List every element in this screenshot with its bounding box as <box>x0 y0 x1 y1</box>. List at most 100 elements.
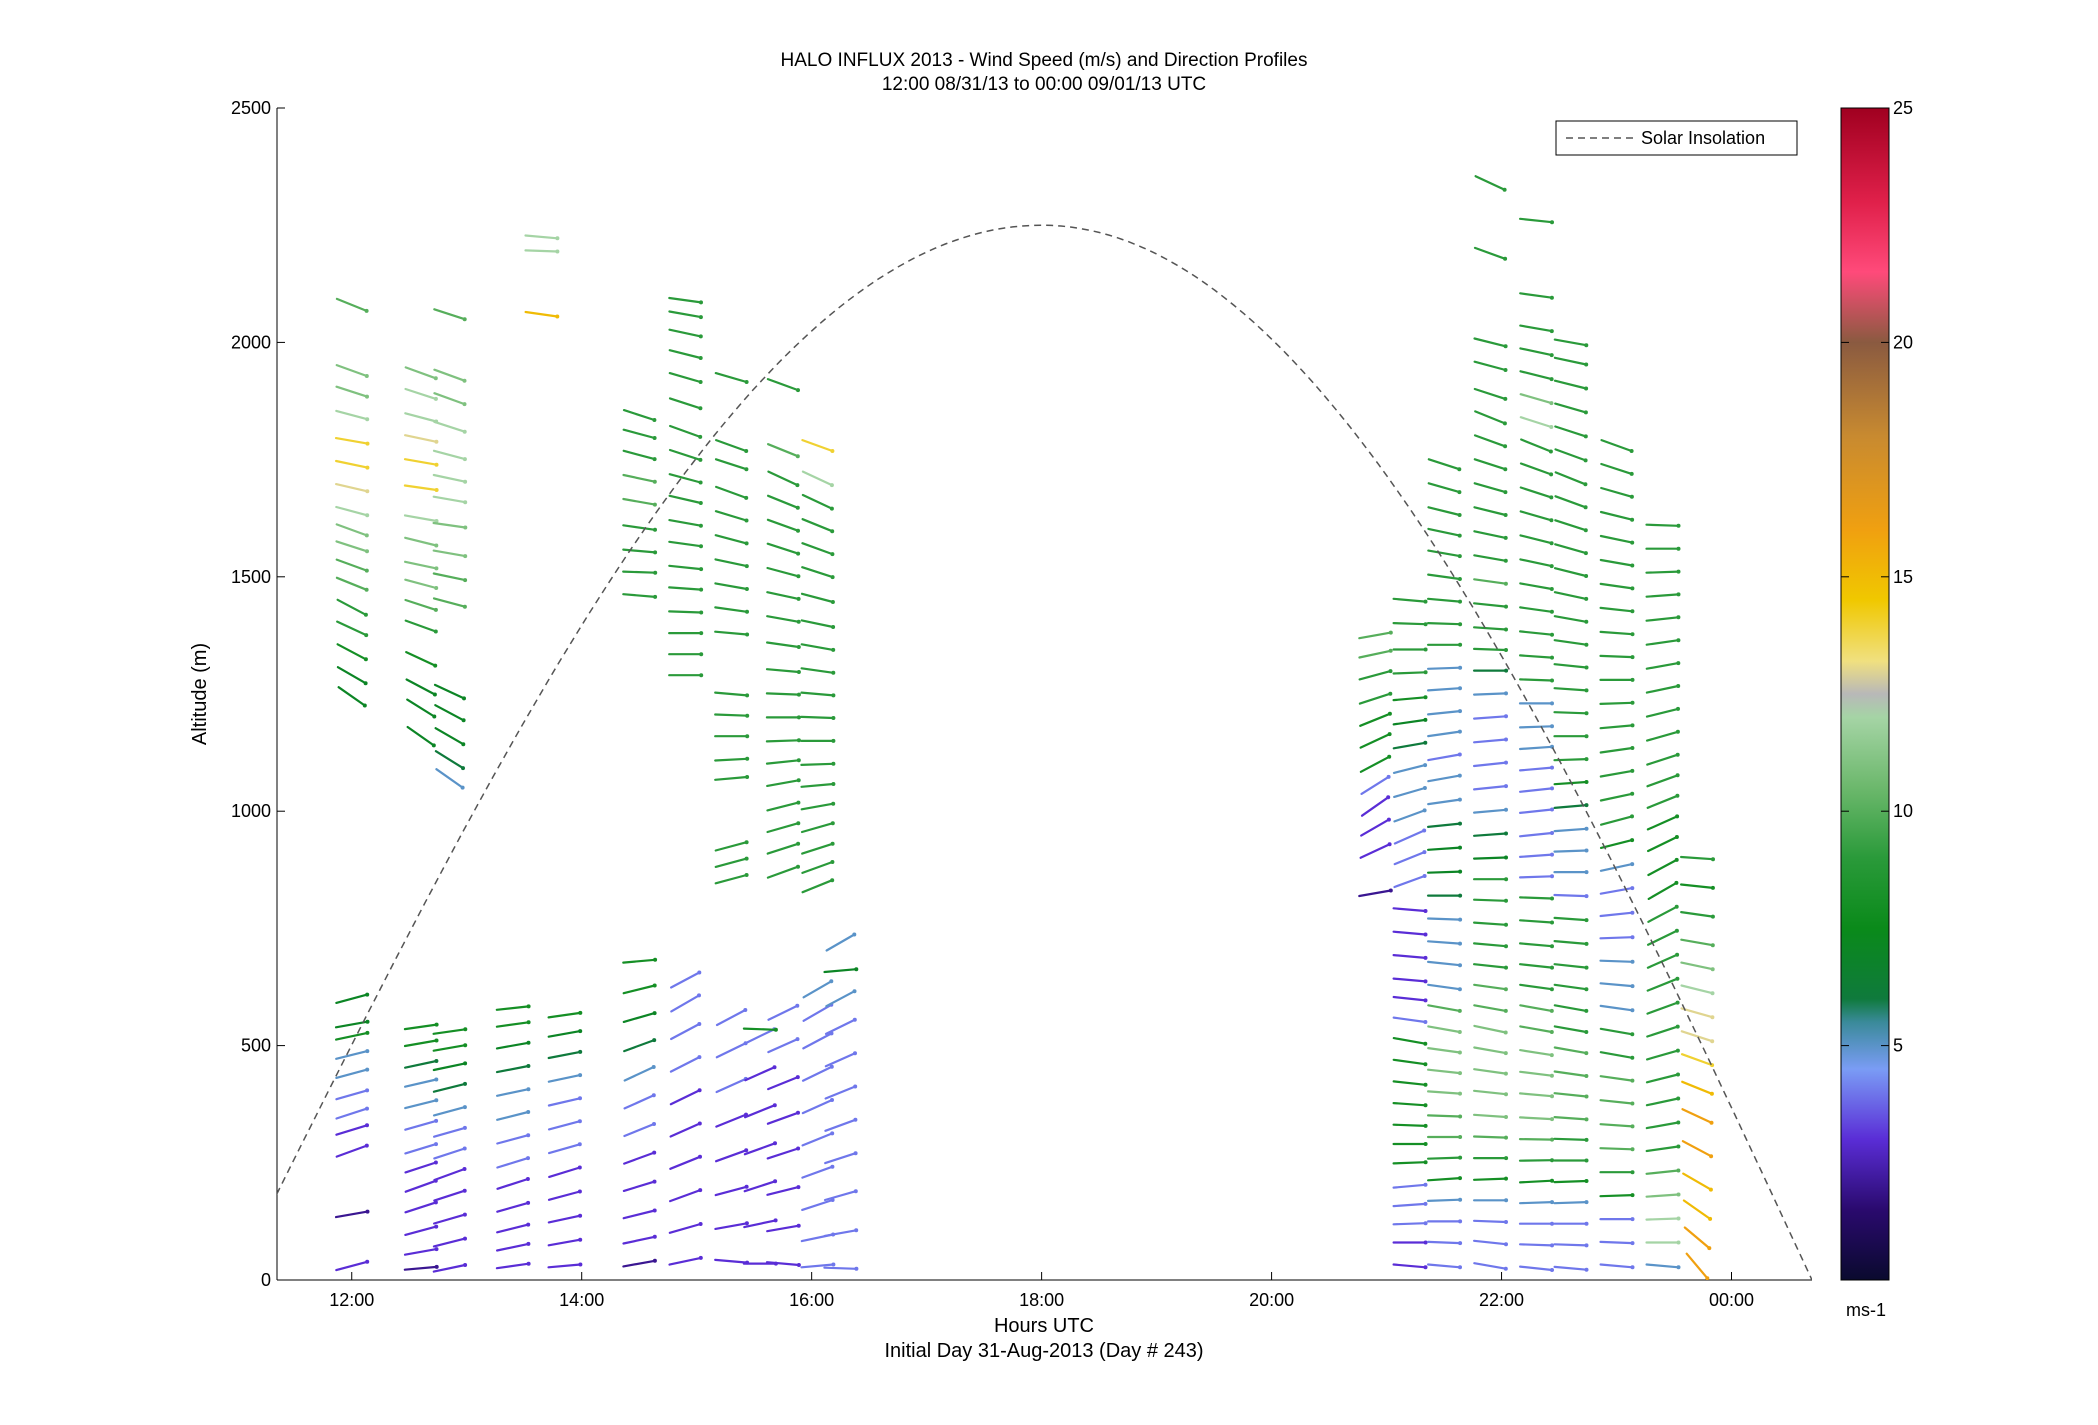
wind-barb <box>766 1223 801 1233</box>
wind-barb <box>1392 1123 1428 1128</box>
colorbar-unit-label: ms-1 <box>1846 1300 1886 1320</box>
wind-barb <box>668 328 703 339</box>
wind-barb <box>668 310 703 320</box>
wind-barb <box>1681 1108 1714 1125</box>
wind-barb <box>766 542 801 556</box>
wind-barb <box>766 378 800 393</box>
wind-barb <box>1680 910 1715 919</box>
wind-barb <box>1472 1176 1508 1181</box>
wind-barb <box>622 428 657 440</box>
wind-barb <box>404 598 438 612</box>
wind-barb <box>668 372 703 384</box>
wind-barb <box>714 691 750 698</box>
wind-barb <box>1518 630 1554 637</box>
wind-barb <box>432 1061 468 1072</box>
wind-barb <box>1392 1221 1428 1226</box>
wind-barb <box>714 458 749 472</box>
wind-barb <box>1473 337 1508 349</box>
wind-barb <box>495 1020 531 1028</box>
wind-barb <box>1553 983 1589 992</box>
wind-barb <box>1645 1048 1680 1061</box>
wind-barb <box>668 652 704 657</box>
wind-barb <box>404 1160 438 1174</box>
wind-barb <box>1472 898 1508 903</box>
wind-barb <box>1553 803 1589 810</box>
wind-barb <box>622 570 658 575</box>
wind-barb <box>1599 1170 1635 1175</box>
wind-barb <box>334 1019 370 1029</box>
x-tick-label: 16:00 <box>789 1290 834 1310</box>
wind-barb <box>766 841 801 855</box>
wind-barb <box>1393 808 1427 823</box>
wind-barb <box>496 1200 531 1213</box>
wind-barb <box>1599 910 1635 918</box>
wind-barb <box>1472 963 1508 970</box>
wind-barb <box>1599 677 1635 682</box>
wind-barb <box>406 725 436 748</box>
wind-barb <box>1426 1135 1463 1139</box>
wind-barb <box>825 932 857 952</box>
wind-barb <box>1553 734 1589 739</box>
wind-barb <box>1472 1156 1509 1161</box>
wind-barb <box>335 992 370 1005</box>
wind-barb <box>1680 984 1715 996</box>
wind-barb <box>801 860 835 875</box>
wind-barb <box>1518 919 1554 925</box>
wind-barb <box>335 505 370 518</box>
wind-barb <box>1645 1240 1681 1245</box>
wind-barb <box>1358 648 1393 659</box>
wind-barb <box>1392 1263 1428 1270</box>
wind-barb <box>1519 510 1554 523</box>
wind-barb <box>1426 642 1463 647</box>
wind-barb <box>1393 850 1427 866</box>
wind-barb <box>1426 1114 1463 1119</box>
wind-barb <box>1472 1239 1508 1247</box>
wind-barb <box>801 439 835 453</box>
wind-barb <box>547 1213 583 1224</box>
wind-barb <box>1359 842 1392 859</box>
wind-barb <box>825 989 857 1008</box>
wind-barb <box>1646 1000 1680 1015</box>
wind-barb <box>336 598 368 617</box>
wind-barb <box>1518 1178 1554 1184</box>
wind-barb <box>824 1084 858 1100</box>
wind-barb <box>1392 1160 1428 1165</box>
wind-barb <box>1473 578 1508 586</box>
wind-barb <box>403 1264 439 1271</box>
wind-barb <box>800 801 836 811</box>
wind-barb <box>714 606 749 614</box>
wind-barb <box>766 800 801 812</box>
wind-barb <box>1427 1004 1462 1013</box>
wind-barb <box>1554 402 1588 415</box>
wind-barb <box>432 1081 467 1093</box>
wind-barbs <box>334 175 1715 1280</box>
wind-barb <box>1554 448 1588 463</box>
wind-barb <box>1472 647 1508 652</box>
wind-barb <box>403 458 439 467</box>
wind-barb <box>1553 963 1589 970</box>
wind-barb <box>1553 1070 1589 1078</box>
wind-barb <box>1553 1004 1589 1013</box>
wind-barb <box>824 1017 857 1036</box>
wind-barb <box>1519 1048 1554 1058</box>
wind-barb <box>668 296 703 305</box>
legend-label: Solar Insolation <box>1641 128 1765 148</box>
wind-barb <box>336 620 369 638</box>
wind-barb <box>765 692 801 697</box>
wind-barb <box>1392 1240 1428 1245</box>
wind-barb <box>622 957 658 964</box>
wind-barb <box>1392 1058 1428 1067</box>
wind-barb <box>524 249 560 254</box>
wind-barb <box>1518 1265 1554 1272</box>
wind-barb <box>715 1008 748 1027</box>
wind-barb <box>801 493 834 511</box>
wind-barb <box>1680 938 1715 948</box>
wind-barb <box>824 1151 858 1165</box>
wind-barb <box>1599 1004 1635 1013</box>
wind-barb <box>1553 1265 1589 1272</box>
wind-barb <box>801 841 835 855</box>
wind-barb <box>1683 1226 1712 1251</box>
wind-barb <box>1553 567 1589 578</box>
wind-barb <box>668 1222 703 1234</box>
wind-barb <box>1600 486 1634 499</box>
